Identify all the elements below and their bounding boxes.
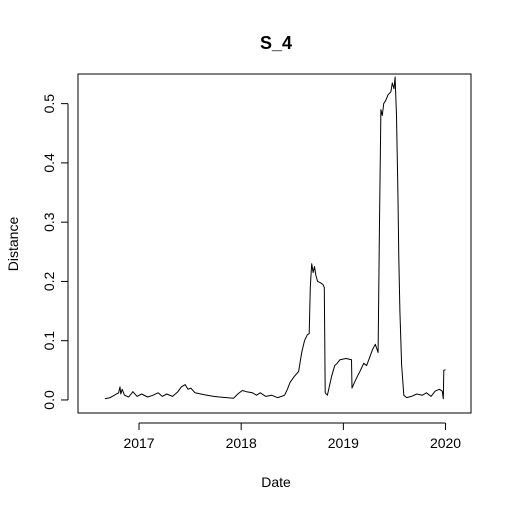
x-tick-label: 2018 [226, 435, 257, 451]
x-tick-label: 2020 [430, 435, 461, 451]
x-tick-label: 2017 [123, 435, 154, 451]
series-layer [104, 76, 446, 400]
y-tick-label: 0.1 [41, 331, 57, 351]
y-tick-label: 0.2 [41, 271, 57, 291]
x-axis: 2017 2018 2019 2020 [123, 422, 461, 451]
y-axis: 0.0 0.1 0.2 0.3 0.4 0.5 [41, 94, 69, 410]
y-tick-label: 0.3 [41, 212, 57, 232]
series-line [104, 76, 446, 400]
x-tick-label: 2019 [328, 435, 359, 451]
y-tick-label: 0.0 [41, 390, 57, 410]
chart-title: S_4 [260, 33, 292, 53]
y-axis-label: Distance [5, 217, 21, 272]
y-tick-label: 0.5 [41, 94, 57, 114]
x-axis-label: Date [261, 474, 291, 490]
y-tick-label: 0.4 [41, 153, 57, 173]
plot-frame [77, 73, 472, 414]
